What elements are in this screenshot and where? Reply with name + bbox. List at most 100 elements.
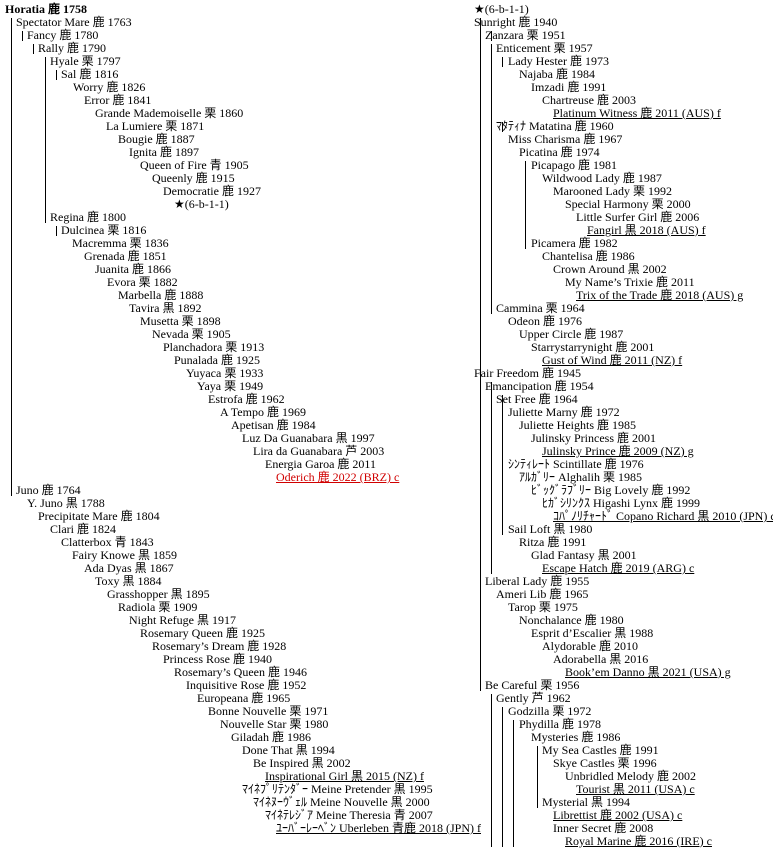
pedigree-entry: Lady Hester 鹿 1973 [508, 54, 609, 68]
pedigree-entry: Inner Secret 鹿 2008 [553, 821, 654, 835]
pedigree-entry: Wildwood Lady 鹿 1987 [542, 171, 662, 185]
pedigree-entry: Done That 黒 1994 [242, 743, 335, 757]
tree-connector-line [56, 226, 57, 236]
tree-connector-line [491, 31, 492, 41]
pedigree-entry: Unbridled Melody 鹿 2002 [565, 769, 696, 783]
pedigree-entry-offspring: Oderich 鹿 2022 (BRZ) c [276, 470, 400, 484]
pedigree-entry: Marbella 鹿 1888 [118, 288, 204, 302]
pedigree-entry: Grande Mademoiselle 栗 1860 [95, 106, 244, 120]
pedigree-entry: Be Inspired 黒 2002 [253, 756, 351, 770]
pedigree-entry: ★(6-b-1-1) [474, 2, 529, 16]
pedigree-entry: Godzilla 栗 1972 [508, 704, 592, 718]
pedigree-entry: Toxy 黒 1884 [95, 574, 162, 588]
pedigree-entry-offspring: ﾕｰﾊﾞｰﾚｰﾍﾞﾝ Uberleben 青鹿 2018 (JPN) f [276, 821, 481, 835]
pedigree-entry: Be Careful 栗 1956 [485, 678, 580, 692]
tree-connector-line [33, 44, 34, 54]
pedigree-entry: Marooned Lady 栗 1992 [553, 184, 672, 198]
pedigree-entry: Enticement 栗 1957 [496, 41, 593, 55]
pedigree-entry: Rosemary’s Dream 鹿 1928 [152, 639, 287, 653]
pedigree-entry: ﾏｲﾈﾇｰｳﾞｪﾙ Meine Nouvelle 黒 2000 [253, 795, 430, 809]
pedigree-entry: ｱﾙｶﾞﾘｰ Alghalih 栗 1985 [519, 470, 642, 484]
pedigree-entry: Worry 鹿 1826 [73, 80, 146, 94]
pedigree-entry: Sunright 鹿 1940 [474, 15, 558, 29]
pedigree-entry: Precipitate Mare 鹿 1804 [38, 509, 160, 523]
pedigree-entry: Y. Juno 黒 1788 [27, 496, 105, 510]
pedigree-entry: Fair Freedom 鹿 1945 [474, 366, 581, 380]
pedigree-entry: Grenada 鹿 1851 [84, 249, 167, 263]
pedigree-entry: Picapago 鹿 1981 [531, 158, 617, 172]
pedigree-entry: Bougie 鹿 1887 [118, 132, 195, 146]
tree-connector-line [491, 44, 492, 314]
pedigree-entry: Radiola 栗 1909 [118, 600, 198, 614]
pedigree-entry: Juliette Marny 鹿 1972 [508, 405, 620, 419]
pedigree-entry: Clatterbox 青 1843 [61, 535, 154, 549]
pedigree-entry: Planchadora 栗 1913 [163, 340, 265, 354]
pedigree-entry: Crown Around 黒 2002 [553, 262, 667, 276]
pedigree-entry: Chartreuse 鹿 2003 [542, 93, 636, 107]
pedigree-entry: Ameri Lib 鹿 1965 [496, 587, 589, 601]
pedigree-entry-offspring: Librettist 鹿 2002 (USA) c [553, 808, 683, 822]
pedigree-entry: Queen of Fire 青 1905 [140, 158, 249, 172]
tree-connector-line [22, 31, 23, 41]
pedigree-entry: Bonne Nouvelle 栗 1971 [208, 704, 329, 718]
pedigree-entry: Inquisitive Rose 鹿 1952 [186, 678, 307, 692]
pedigree-entry: Macremma 栗 1836 [72, 236, 169, 250]
pedigree-entry: Rosemary’s Queen 鹿 1946 [174, 665, 307, 679]
pedigree-entry-offspring: Royal Marine 鹿 2016 (IRE) c [565, 834, 712, 848]
pedigree-entry-offspring: Trix of the Trade 鹿 2018 (AUS) g [576, 288, 744, 302]
pedigree-entry-offspring: Book’em Danno 黒 2021 (USA) g [565, 665, 731, 679]
pedigree-entry: Esprit d’Escalier 黒 1988 [531, 626, 654, 640]
pedigree-entry: Chantelisa 鹿 1986 [542, 249, 635, 263]
tree-connector-line [537, 746, 538, 808]
pedigree-entry: Giladah 鹿 1986 [231, 730, 311, 744]
pedigree-entry: Luz Da Guanabara 黒 1997 [242, 431, 375, 445]
pedigree-entry: La Lumiere 栗 1871 [106, 119, 205, 133]
pedigree-entry: My Name’s Trixie 鹿 2011 [565, 275, 695, 289]
pedigree-entry-offspring: Gust of Wind 鹿 2011 (NZ) f [542, 353, 683, 367]
tree-connector-line [502, 122, 503, 132]
pedigree-entry: Horatia 鹿 1758 [5, 2, 87, 16]
pedigree-entry-offspring: Inspirational Girl 黒 2015 (NZ) f [265, 769, 424, 783]
pedigree-entry: Rally 鹿 1790 [38, 41, 106, 55]
pedigree-entry: Skye Castles 栗 1996 [553, 756, 657, 770]
pedigree-entry: Imzadi 鹿 1991 [531, 80, 607, 94]
pedigree-entry-offspring: ｺﾊﾟﾉﾘﾁｬｰﾄﾞ Copano Richard 黒 2010 (JPN) c [553, 509, 773, 523]
pedigree-entry: Odeon 鹿 1976 [508, 314, 582, 328]
pedigree-entry: Grasshopper 黒 1895 [107, 587, 210, 601]
pedigree-entry: Princess Rose 鹿 1940 [163, 652, 272, 666]
pedigree-entry: Ada Dyas 黒 1867 [84, 561, 174, 575]
pedigree-entry: Evora 栗 1882 [107, 275, 178, 289]
pedigree-entry: Nouvelle Star 栗 1980 [220, 717, 329, 731]
pedigree-entry: Fancy 鹿 1780 [27, 28, 99, 42]
tree-connector-line [513, 720, 514, 847]
pedigree-entry: Ignita 鹿 1897 [129, 145, 199, 159]
pedigree-entry: Glad Fantasy 黒 2001 [531, 548, 637, 562]
pedigree-entry: Yuyaca 栗 1933 [186, 366, 264, 380]
pedigree-entry: Starrystarrynight 鹿 2001 [531, 340, 655, 354]
pedigree-entry: Estrofa 鹿 1962 [208, 392, 285, 406]
pedigree-entry-offspring: Julinsky Prince 鹿 2009 (NZ) g [542, 444, 694, 458]
pedigree-entry: My Sea Castles 鹿 1991 [542, 743, 659, 757]
pedigree-entry: Rosemary Queen 鹿 1925 [140, 626, 265, 640]
pedigree-entry: Mysteries 鹿 1986 [531, 730, 621, 744]
pedigree-entry: Sal 鹿 1816 [61, 67, 119, 81]
pedigree-entry: Error 鹿 1841 [84, 93, 152, 107]
pedigree-entry: Clari 鹿 1824 [50, 522, 116, 536]
pedigree-entry: Cammina 栗 1964 [496, 301, 585, 315]
tree-connector-line [480, 18, 481, 691]
pedigree-entry: Phydilla 鹿 1978 [519, 717, 602, 731]
pedigree-entry: Nonchalance 鹿 1980 [519, 613, 624, 627]
pedigree-entry: Tavira 黒 1892 [129, 301, 202, 315]
pedigree-entry-offspring: Fangirl 黒 2018 (AUS) f [587, 223, 706, 237]
pedigree-entry: Miss Charisma 鹿 1967 [508, 132, 623, 146]
tree-connector-line [502, 707, 503, 847]
pedigree-entry: ﾋｶﾞｼﾘﾝｸｽ Higashi Lynx 鹿 1999 [542, 496, 700, 510]
pedigree-entry: Picatina 鹿 1974 [519, 145, 600, 159]
pedigree-entry: Mysterial 黒 1994 [542, 795, 630, 809]
pedigree-entry: Nevada 栗 1905 [152, 327, 231, 341]
pedigree-entry: Tarop 栗 1975 [508, 600, 578, 614]
pedigree-entry: Picamera 鹿 1982 [531, 236, 618, 250]
tree-connector-line [491, 694, 492, 847]
tree-connector-line [11, 18, 12, 496]
pedigree-entry: Punalada 鹿 1925 [174, 353, 260, 367]
